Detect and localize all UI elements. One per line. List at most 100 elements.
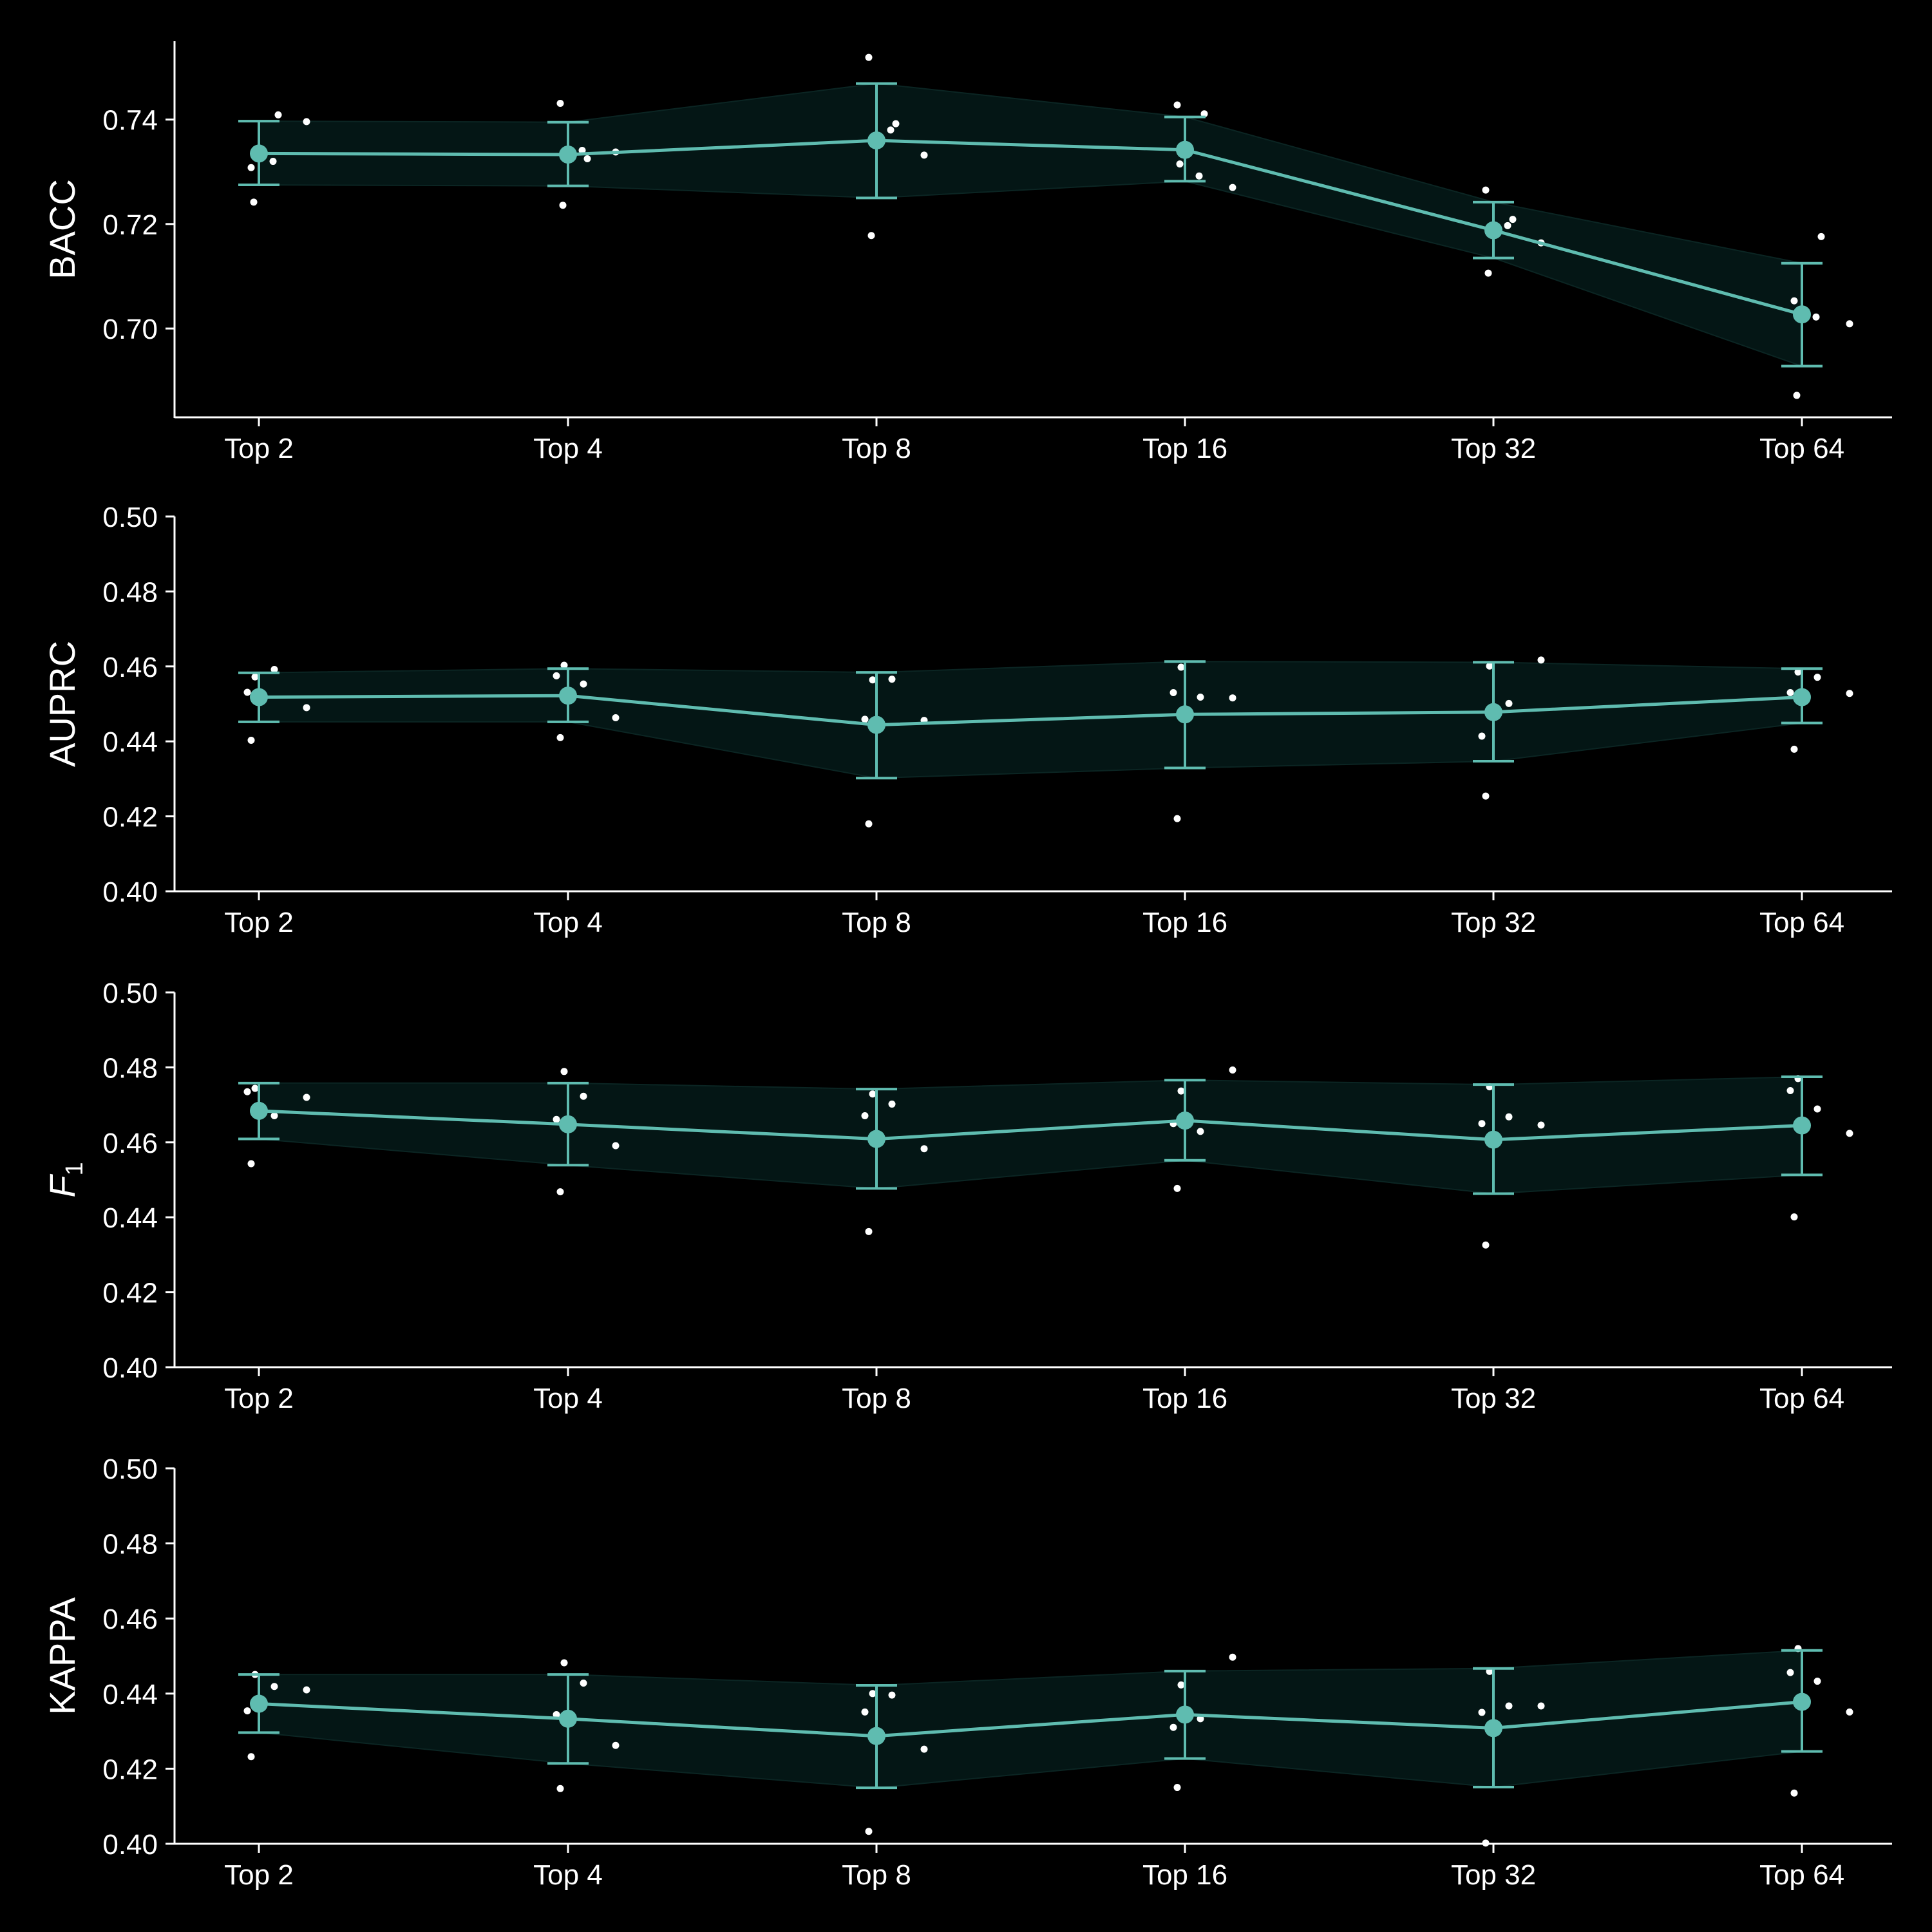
data-point — [1814, 674, 1821, 681]
x-tick-label: Top 64 — [1759, 1383, 1844, 1414]
data-point — [1195, 172, 1203, 180]
data-point — [583, 155, 591, 162]
x-tick-label: Top 16 — [1142, 1383, 1227, 1414]
data-point — [1786, 1669, 1794, 1676]
mean-marker — [1484, 703, 1502, 721]
data-point — [303, 1686, 310, 1694]
data-point — [865, 53, 873, 61]
mean-marker — [867, 715, 886, 734]
y-axis-title: BACC — [42, 179, 82, 279]
data-point — [553, 1710, 560, 1718]
x-tick-label: Top 8 — [842, 1859, 911, 1891]
data-point — [1482, 792, 1490, 800]
x-tick-label: Top 2 — [224, 433, 294, 464]
data-point — [865, 820, 873, 828]
mean-line — [258, 1700, 1803, 1738]
data-point — [580, 1092, 587, 1100]
x-tick-label: Top 8 — [842, 433, 911, 464]
y-tick-label: 0.48 — [102, 1052, 158, 1084]
panel-2: 0.40 0.42 0.44 0.46 0.48 0.50 Top 2 Top 4 Top 8 T… — [42, 502, 1892, 938]
data-point — [1173, 101, 1181, 109]
mean-marker — [867, 131, 886, 150]
data-point — [1478, 1120, 1486, 1128]
mean-marker — [250, 688, 268, 706]
x-tick-label: Top 32 — [1451, 433, 1536, 464]
data-point — [1786, 1086, 1794, 1094]
mean-marker — [559, 146, 577, 164]
mean-marker — [1176, 140, 1194, 159]
data-point — [251, 1084, 259, 1092]
data-point — [1790, 1213, 1798, 1221]
y-tick-label: 0.74 — [102, 105, 158, 137]
data-point — [1505, 699, 1513, 707]
data-point — [303, 1094, 310, 1101]
y-tick-label: 0.72 — [102, 209, 158, 241]
data-point — [247, 1753, 255, 1761]
data-point — [1482, 1241, 1490, 1249]
data-point — [556, 734, 564, 741]
data-point — [888, 1100, 896, 1108]
data-point — [556, 1188, 564, 1196]
data-point — [861, 715, 869, 723]
confidence-band — [258, 82, 1803, 367]
data-point — [1229, 1653, 1236, 1661]
mean-marker — [1484, 1719, 1502, 1738]
data-point — [867, 232, 875, 240]
data-point — [1484, 269, 1492, 277]
data-point — [559, 202, 567, 209]
data-point — [1482, 1839, 1490, 1847]
x-tick-label: Top 4 — [533, 1383, 603, 1414]
y-tick-label: 0.44 — [102, 1679, 158, 1710]
data-point — [270, 1683, 278, 1690]
mean-marker — [1793, 688, 1811, 706]
x-tick-label: Top 64 — [1759, 907, 1844, 938]
data-point — [1537, 1121, 1545, 1129]
data-point — [888, 676, 896, 683]
x-tick-label: Top 2 — [224, 1859, 294, 1891]
data-point — [1229, 184, 1236, 191]
mean-line — [258, 138, 1803, 316]
data-point — [1505, 1113, 1513, 1121]
data-point — [553, 1115, 560, 1123]
data-point — [1814, 1105, 1821, 1113]
x-tick-label: Top 64 — [1759, 1859, 1844, 1891]
y-axis-title: KAPPA — [42, 1597, 82, 1715]
data-point — [1790, 1789, 1798, 1797]
data-point — [303, 704, 310, 712]
mean-marker — [1176, 705, 1194, 724]
data-point — [250, 198, 258, 206]
data-point — [243, 1707, 251, 1715]
data-point — [861, 1112, 869, 1119]
mean-marker — [559, 687, 577, 705]
x-tick-label: Top 32 — [1451, 907, 1536, 938]
data-point — [274, 111, 282, 118]
y-tick-label: 0.48 — [102, 1529, 158, 1560]
data-point — [869, 676, 876, 684]
data-point — [1846, 1130, 1853, 1137]
data-point — [1173, 815, 1181, 822]
y-tick-label: 0.40 — [102, 1829, 158, 1861]
mean-marker — [559, 1115, 577, 1133]
y-axis-title: F1 — [42, 1162, 88, 1197]
data-point — [1177, 1681, 1185, 1689]
data-point — [1197, 1128, 1204, 1135]
y-tick-label: 0.42 — [102, 1278, 158, 1309]
data-point — [270, 665, 278, 673]
y-tick-label: 0.42 — [102, 1754, 158, 1785]
y-tick-label: 0.48 — [102, 576, 158, 608]
data-point — [269, 158, 277, 166]
data-point — [1790, 297, 1798, 305]
data-point — [1173, 1184, 1181, 1192]
x-tick-label: Top 2 — [224, 1383, 294, 1414]
data-point — [1478, 1709, 1486, 1716]
mean-marker — [1793, 305, 1811, 324]
data-point — [1812, 313, 1820, 321]
mean-marker — [1793, 1692, 1811, 1711]
data-point — [560, 1068, 568, 1075]
y-tick-label: 0.46 — [102, 1128, 158, 1159]
data-point — [920, 1145, 928, 1153]
panel-3: 0.40 0.42 0.44 0.46 0.48 0.50 Top 2 Top 4 Top 8 T… — [42, 978, 1892, 1414]
data-point — [887, 126, 895, 134]
data-point — [1170, 1723, 1177, 1731]
data-point — [865, 1828, 873, 1835]
